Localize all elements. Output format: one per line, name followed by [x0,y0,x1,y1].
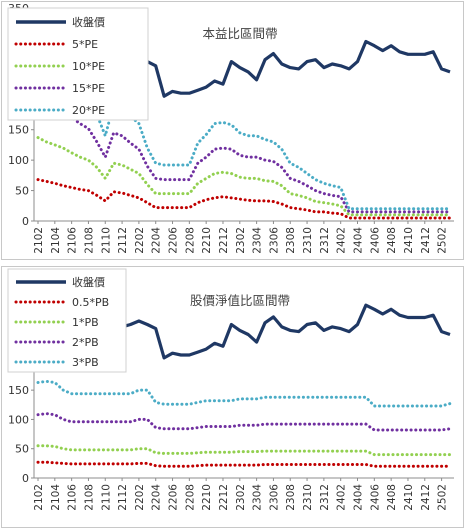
x-tick-label: 2212 [218,484,230,511]
legend-label: 2*PB [72,336,99,349]
x-tick-label: 2402 [336,484,348,511]
pe-band-chart-panel: 0501001502002503003502102210421062108211… [1,1,464,260]
y-tick-label: 0 [22,215,29,228]
series-line-pb-1 [36,460,452,468]
x-tick-label: 2306 [268,227,280,254]
x-tick-label: 2110 [100,484,112,511]
legend-label: 5*PE [72,38,98,51]
y-tick-label: 0 [22,472,29,485]
legend-label: 20*PE [72,104,105,117]
x-tick-label: 2204 [151,484,163,511]
y-tick-label: 50 [15,185,29,198]
chart-title: 股價淨值比區間帶 [190,293,290,308]
x-tick-label: 2406 [369,227,381,254]
x-tick-label: 2112 [117,227,129,254]
x-tick-label: 2408 [386,227,398,254]
x-tick-label: 2212 [218,227,230,254]
x-tick-label: 2302 [235,227,247,254]
pb-band-chart-panel: 0501001502002503003502102210421062108211… [1,266,464,528]
legend-label: 收盤價 [72,275,105,289]
x-tick-label: 2112 [117,484,129,511]
series-line-pe-4 [36,52,452,211]
x-tick-label: 2104 [50,227,62,254]
x-tick-label: 2206 [168,227,180,254]
x-tick-label: 2412 [420,484,432,511]
x-tick-label: 2412 [420,227,432,254]
x-tick-label: 2110 [100,227,112,254]
x-tick-label: 2308 [285,227,297,254]
pe-band-chart: 0501001502002503003502102210421062108211… [7,2,454,254]
y-tick-label: 150 [8,384,29,397]
legend-label: 3*PB [72,356,99,369]
legend-box [7,268,127,373]
y-tick-label: 50 [15,443,29,456]
series-line-pb-3 [36,412,452,432]
x-tick-label: 2102 [33,484,45,511]
x-tick-label: 2302 [235,484,247,511]
x-tick-label: 2204 [151,227,163,254]
x-tick-label: 2210 [201,484,213,511]
x-tick-label: 2410 [403,227,415,254]
x-tick-label: 2306 [268,484,280,511]
y-tick-label: 100 [8,413,29,426]
legend-box [7,7,149,121]
x-tick-label: 2404 [353,484,365,511]
x-tick-label: 2202 [134,227,146,254]
series-line-pb-4 [36,379,452,408]
x-tick-label: 2106 [67,484,79,511]
x-tick-label: 2304 [252,484,264,511]
x-tick-label: 2408 [386,484,398,511]
x-tick-label: 2312 [319,227,331,254]
legend-label: 0.5*PB [72,296,109,309]
x-tick-label: 2502 [437,484,449,511]
y-tick-label: 100 [8,154,29,167]
x-tick-label: 2310 [302,484,314,511]
x-tick-label: 2312 [319,484,331,511]
legend-label: 1*PB [72,316,99,329]
x-tick-label: 2404 [353,227,365,254]
x-tick-label: 2106 [67,227,79,254]
x-tick-label: 2102 [33,227,45,254]
legend-label: 10*PE [72,60,105,73]
chart-title: 本益比區間帶 [202,26,277,41]
x-tick-label: 2410 [403,484,415,511]
series-line-pb-2 [36,444,452,457]
x-tick-label: 2208 [184,227,196,254]
x-tick-label: 2206 [168,484,180,511]
pb-band-chart: 0501001502002503003502102210421062108211… [7,267,454,511]
x-tick-label: 2406 [369,484,381,511]
y-tick-label: 150 [8,124,29,137]
x-tick-label: 2310 [302,227,314,254]
x-tick-label: 2104 [50,484,62,511]
legend-label: 收盤價 [72,15,105,29]
series-line-pe-3 [36,94,452,214]
x-tick-label: 2308 [285,484,297,511]
x-tick-label: 2202 [134,484,146,511]
series-line-pe-1 [36,178,452,220]
x-tick-label: 2108 [83,227,95,254]
x-tick-label: 2208 [184,484,196,511]
x-tick-label: 2210 [201,227,213,254]
x-tick-label: 2108 [83,484,95,511]
series-line-pe-2 [36,136,452,217]
x-tick-label: 2304 [252,227,264,254]
x-tick-label: 2502 [437,227,449,254]
legend-label: 15*PE [72,82,105,95]
x-tick-label: 2402 [336,227,348,254]
